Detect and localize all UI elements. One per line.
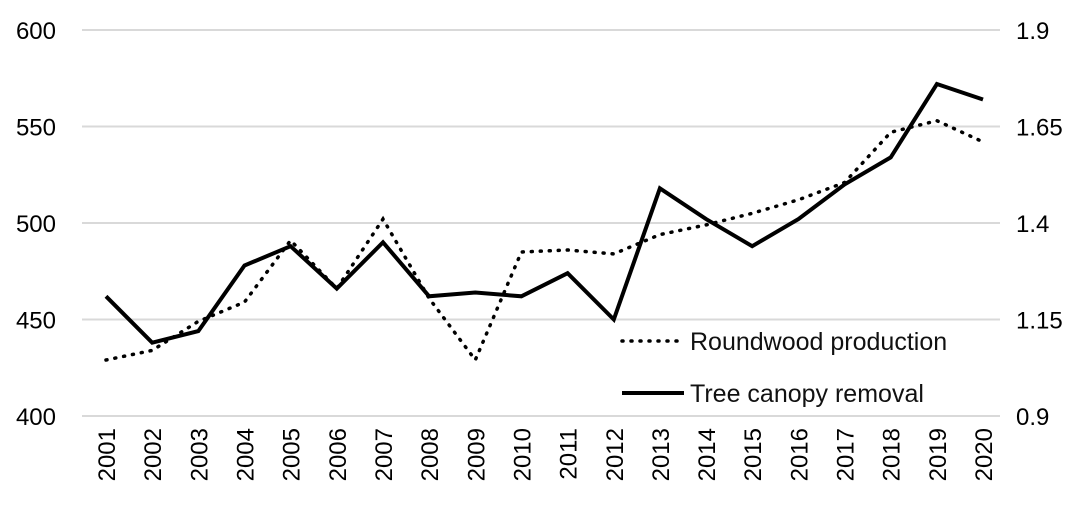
data-point xyxy=(151,349,154,352)
y-left-tick-label: 600 xyxy=(16,18,56,45)
data-point xyxy=(105,295,108,298)
data-point xyxy=(428,295,431,298)
data-point xyxy=(658,187,661,190)
x-tick-label: 2014 xyxy=(694,428,721,481)
data-point xyxy=(474,291,477,294)
data-point xyxy=(935,83,938,86)
y-left-tick-label: 400 xyxy=(16,404,56,431)
x-tick-label: 2004 xyxy=(232,428,259,481)
data-point xyxy=(243,264,246,267)
x-tick-label: 2016 xyxy=(786,428,813,481)
data-point xyxy=(751,245,754,248)
data-point xyxy=(382,241,385,244)
data-point xyxy=(105,359,108,362)
data-point xyxy=(797,218,800,221)
x-tick-label: 2009 xyxy=(463,428,490,481)
data-point xyxy=(889,131,892,134)
gridlines xyxy=(82,29,1000,417)
x-tick-label: 2007 xyxy=(371,428,398,481)
data-point xyxy=(658,233,661,236)
data-point xyxy=(289,245,292,248)
x-tick-label: 2001 xyxy=(94,428,121,481)
data-point xyxy=(889,156,892,159)
y-right-tick-label: 0.9 xyxy=(1016,404,1049,431)
data-point xyxy=(520,295,523,298)
right-axis-ticks: 0.9 1.15 1.4 1.65 1.9 xyxy=(1016,18,1063,431)
data-point xyxy=(151,341,154,344)
left-axis-ticks: 400 450 500 550 600 xyxy=(16,18,56,431)
x-tick-label: 2017 xyxy=(833,428,860,481)
x-tick-label: 2008 xyxy=(417,428,444,481)
data-point xyxy=(566,272,569,275)
series-line-tree-canopy-removal xyxy=(104,81,984,345)
x-tick-label: 2002 xyxy=(140,428,167,481)
data-point xyxy=(705,223,708,226)
x-axis-ticks: 2001 2002 2003 2004 2005 2006 2007 2008 2009 2010… xyxy=(94,428,998,481)
data-point xyxy=(751,212,754,215)
data-point xyxy=(797,198,800,201)
data-point xyxy=(982,140,985,143)
y-left-tick-label: 500 xyxy=(16,211,56,238)
x-tick-label: 2003 xyxy=(186,428,213,481)
x-tick-label: 2019 xyxy=(925,428,952,481)
y-right-tick-label: 1.9 xyxy=(1016,18,1049,45)
data-point xyxy=(520,251,523,254)
series-line-roundwood-production xyxy=(104,118,985,364)
x-tick-label: 2012 xyxy=(602,428,629,481)
x-tick-label: 2011 xyxy=(556,428,583,480)
data-point xyxy=(982,98,985,101)
data-point xyxy=(382,218,385,221)
y-right-tick-label: 1.4 xyxy=(1016,211,1049,238)
x-tick-label: 2015 xyxy=(740,428,767,481)
data-point xyxy=(197,320,200,323)
legend: Roundwood production Tree canopy removal xyxy=(620,328,947,408)
data-point xyxy=(612,252,615,255)
x-tick-label: 2010 xyxy=(509,428,536,481)
series-lines xyxy=(104,81,985,364)
legend-label-tree-canopy-removal: Tree canopy removal xyxy=(690,380,924,408)
y-left-tick-label: 550 xyxy=(16,115,56,142)
data-point xyxy=(843,183,846,186)
data-point xyxy=(705,218,708,221)
x-tick-label: 2018 xyxy=(879,428,906,481)
data-point xyxy=(289,239,292,242)
data-point xyxy=(197,330,200,333)
data-point xyxy=(612,318,615,321)
y-right-tick-label: 1.65 xyxy=(1016,115,1063,142)
y-right-tick-label: 1.15 xyxy=(1016,308,1063,335)
x-tick-label: 2020 xyxy=(971,428,998,481)
x-tick-label: 2006 xyxy=(325,428,352,481)
x-tick-label: 2005 xyxy=(279,428,306,481)
data-point xyxy=(243,301,246,304)
legend-label-roundwood-production: Roundwood production xyxy=(690,328,947,356)
data-point xyxy=(935,119,938,122)
x-tick-label: 2013 xyxy=(648,428,675,481)
y-left-tick-label: 450 xyxy=(16,308,56,335)
data-point xyxy=(566,249,569,252)
data-point xyxy=(474,359,477,362)
data-point xyxy=(335,287,338,290)
